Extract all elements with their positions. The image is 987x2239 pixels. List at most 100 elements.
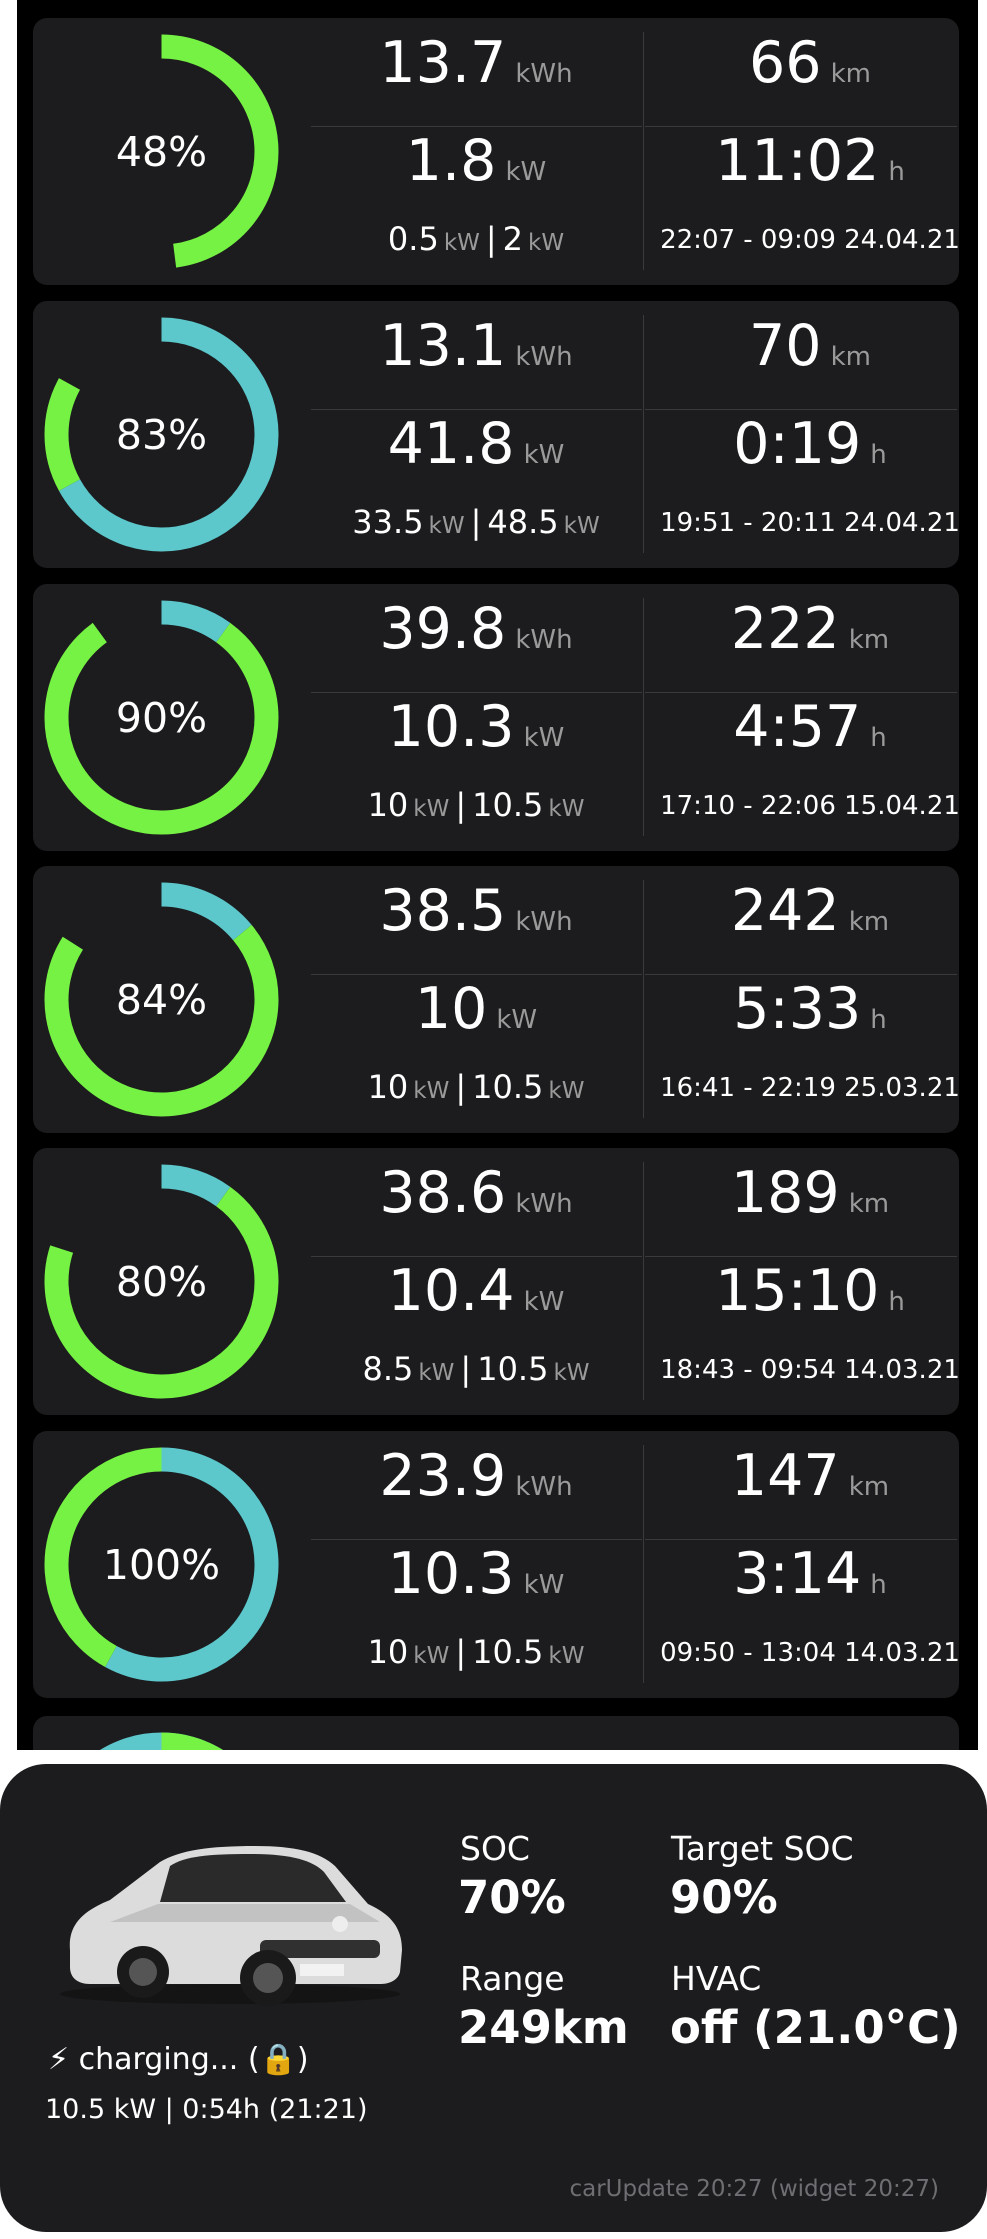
power-unit: kW <box>523 1570 565 1600</box>
column-divider <box>643 598 644 836</box>
hours-unit: h <box>870 440 887 470</box>
range-unit: km <box>848 907 890 937</box>
energy-unit: kWh <box>515 59 573 89</box>
range-value: 242 <box>730 878 840 944</box>
row-divider <box>311 974 642 975</box>
energy-value: 38.6 <box>379 1160 507 1226</box>
avg-power-value: 10.4 <box>387 1258 515 1324</box>
column-divider <box>643 880 644 1118</box>
row-divider <box>311 692 642 693</box>
min-power-value: 10 <box>367 1068 409 1106</box>
car-status-widget[interactable]: SOC 70% Target SOC 90% Range 249km HVAC … <box>0 1764 987 2232</box>
soc-ring-remaining <box>58 317 279 552</box>
soc-percent: 90% <box>115 693 208 742</box>
power-unit: kW <box>505 157 547 187</box>
row-divider <box>645 1256 957 1257</box>
duration-value: 11:02 <box>715 128 880 194</box>
power-unit: kW <box>523 440 565 470</box>
session-card[interactable]: 100% 23.9 kWh 147 km 10.3 kW 3:14 h 10 kW | 1… <box>33 1431 960 1698</box>
energy-unit: kWh <box>515 907 573 937</box>
time-range-value: 17:10 - 22:06 15.04.21 <box>660 791 960 821</box>
min-power-value: 10 <box>367 786 409 824</box>
min-power-unit: kW <box>413 1643 450 1669</box>
target-soc-label: Target SOC <box>671 1829 854 1868</box>
session-card[interactable]: 84% 38.5 kWh 242 km 10 kW 5:33 h 10 kW | 10.5… <box>33 866 960 1133</box>
avg-power-cell: 10 kW <box>311 976 641 1042</box>
column-divider <box>643 1445 644 1683</box>
max-power-unit: kW <box>528 230 565 256</box>
energy-cell: 13.1 kWh <box>311 313 641 379</box>
duration-value: 4:57 <box>733 694 862 760</box>
power-separator: | <box>485 220 497 258</box>
energy-value: 13.7 <box>379 30 507 96</box>
power-range-cell: 8.5 kW | 10.5 kW <box>311 1350 641 1388</box>
max-power-value: 48.5 <box>487 503 559 541</box>
min-power-unit: kW <box>413 1078 450 1104</box>
time-range-cell: 17:10 - 22:06 15.04.21 <box>645 791 975 821</box>
max-power-unit: kW <box>563 513 600 539</box>
hours-unit: h <box>888 157 905 187</box>
soc-ring <box>44 1164 279 1399</box>
energy-value: 13.1 <box>379 313 507 379</box>
column-divider <box>643 32 644 270</box>
soc-ring <box>99 1732 224 1750</box>
session-card-partial[interactable] <box>33 1716 959 1750</box>
column-divider <box>643 1162 644 1400</box>
energy-value: 39.8 <box>379 596 507 662</box>
energy-value: 23.9 <box>379 1443 507 1509</box>
range-value: 189 <box>730 1160 840 1226</box>
min-power-value: 0.5 <box>387 220 439 258</box>
row-divider <box>311 126 642 127</box>
min-power-value: 8.5 <box>362 1350 414 1388</box>
energy-unit: kWh <box>515 625 573 655</box>
row-divider <box>645 409 957 410</box>
hvac-label: HVAC <box>671 1959 762 1998</box>
max-power-unit: kW <box>548 1078 585 1104</box>
avg-power-value: 41.8 <box>387 411 515 477</box>
range-value: 66 <box>749 30 822 96</box>
min-power-value: 33.5 <box>352 503 424 541</box>
range-value: 222 <box>730 596 840 662</box>
charging-info: 10.5 kW | 0:54h (21:21) <box>45 2094 368 2125</box>
power-range-cell: 33.5 kW | 48.5 kW <box>311 503 641 541</box>
time-range-cell: 22:07 - 09:09 24.04.21 <box>645 225 975 255</box>
range-value: 147 <box>730 1443 840 1509</box>
hours-unit: h <box>870 1570 887 1600</box>
target-soc-value: 90% <box>670 1871 778 1924</box>
row-divider <box>645 1539 957 1540</box>
soc-ring-charged <box>44 1447 162 1668</box>
duration-cell: 0:19 h <box>645 411 975 477</box>
session-card[interactable]: 83% 13.1 kWh 70 km 41.8 kW 0:19 h 33.5 kW | 4… <box>33 301 960 568</box>
duration-value: 15:10 <box>715 1258 880 1324</box>
power-separator: | <box>470 503 482 541</box>
avg-power-cell: 41.8 kW <box>311 411 641 477</box>
max-power-value: 2 <box>502 220 524 258</box>
soc-ring <box>44 882 279 1117</box>
hours-unit: h <box>888 1287 905 1317</box>
time-range-cell: 09:50 - 13:04 14.03.21 <box>645 1638 975 1668</box>
session-card[interactable]: 80% 38.6 kWh 189 km 10.4 kW 15:10 h 8.5 kW | … <box>33 1148 960 1415</box>
avg-power-cell: 10.3 kW <box>311 694 641 760</box>
time-range-value: 19:51 - 20:11 24.04.21 <box>660 508 960 538</box>
duration-cell: 15:10 h <box>645 1258 975 1324</box>
update-timestamp: carUpdate 20:27 (widget 20:27) <box>569 2176 939 2202</box>
range-cell: 70 km <box>645 313 975 379</box>
min-power-value: 10 <box>367 1633 409 1671</box>
max-power-value: 10.5 <box>477 1350 549 1388</box>
avg-power-value: 10 <box>414 976 488 1042</box>
range-unit: km <box>830 342 871 372</box>
soc-percent: 83% <box>115 410 208 459</box>
power-separator: | <box>455 1068 467 1106</box>
duration-cell: 5:33 h <box>645 976 975 1042</box>
max-power-value: 10.5 <box>472 1068 544 1106</box>
soc-percent: 84% <box>115 975 208 1024</box>
duration-cell: 11:02 h <box>645 128 975 194</box>
max-power-value: 10.5 <box>472 786 544 824</box>
power-separator: | <box>455 1633 467 1671</box>
session-card[interactable]: 90% 39.8 kWh 222 km 10.3 kW 4:57 h 10 kW | 10… <box>33 584 960 851</box>
range-cell: 189 km <box>645 1160 975 1226</box>
avg-power-cell: 10.4 kW <box>311 1258 641 1324</box>
row-divider <box>311 1256 642 1257</box>
